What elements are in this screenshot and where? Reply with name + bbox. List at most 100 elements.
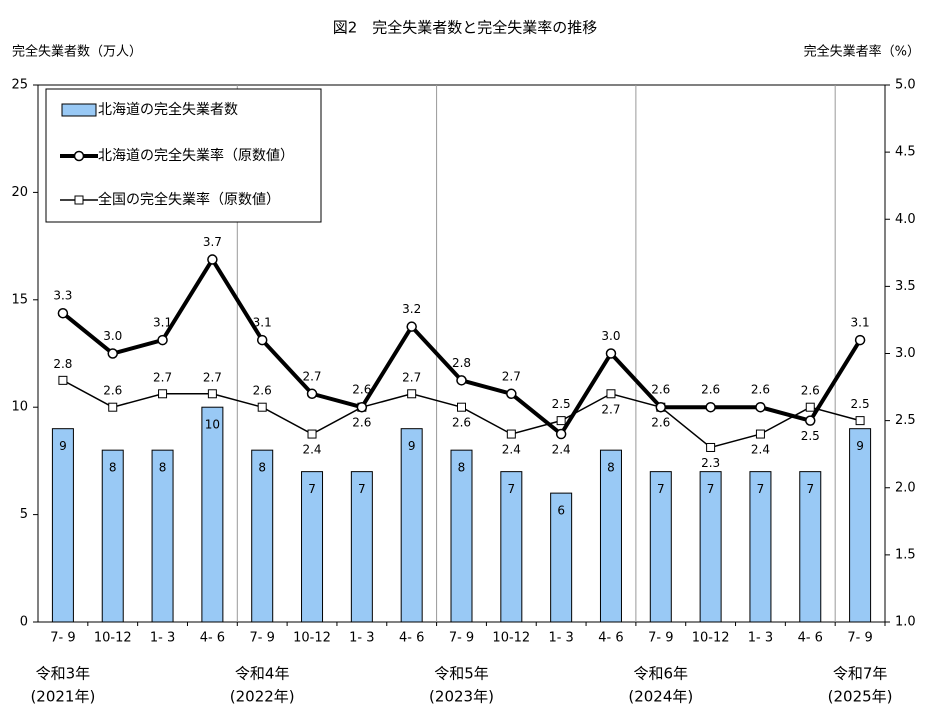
data-label: 2.6 — [352, 383, 371, 397]
bar — [749, 471, 772, 623]
marker — [855, 416, 865, 426]
marker — [108, 402, 118, 412]
legend-label: 北海道の完全失業者数 — [98, 101, 238, 118]
marker — [306, 388, 318, 400]
data-label: 3.1 — [851, 316, 870, 330]
data-label: 2.6 — [701, 383, 720, 397]
data-label: 2.6 — [751, 383, 770, 397]
year-label: (2025年) — [828, 688, 893, 706]
y-tick-label: 20 — [11, 185, 28, 200]
bar-value-label: 8 — [458, 461, 466, 475]
bar-value-label: 7 — [508, 482, 516, 496]
data-label: 2.3 — [701, 456, 720, 470]
x-tick-label: 7- 9 — [648, 631, 673, 646]
marker — [107, 348, 118, 359]
marker — [207, 389, 217, 399]
line — [62, 379, 861, 449]
bar — [400, 428, 423, 623]
marker — [256, 334, 268, 346]
data-label: 2.5 — [801, 429, 820, 443]
marker — [457, 402, 466, 412]
bar — [350, 471, 373, 623]
marker — [407, 389, 417, 399]
marker — [157, 334, 168, 346]
y2-tick-label: 3.0 — [895, 346, 916, 361]
x-tick-label: 1- 3 — [349, 631, 374, 646]
data-label: 2.6 — [253, 384, 272, 398]
marker — [805, 415, 816, 426]
bar — [799, 471, 822, 623]
marker — [307, 429, 317, 439]
data-label: 2.6 — [651, 416, 670, 430]
marker — [556, 416, 566, 426]
x-tick-label: 7- 9 — [50, 631, 75, 646]
x-tick-label: 1- 3 — [150, 631, 175, 646]
data-label: 2.6 — [103, 384, 122, 398]
marker — [605, 348, 617, 359]
year-label: (2021年) — [30, 688, 95, 706]
x-tick-label: 7- 9 — [847, 631, 872, 646]
bar — [151, 449, 174, 623]
bar — [101, 449, 124, 623]
era-label: 令和4年 — [235, 665, 290, 683]
data-label: 2.4 — [502, 443, 521, 457]
y2-tick-label: 4.0 — [895, 212, 916, 227]
y-tick-label: 0 — [20, 615, 28, 630]
data-label: 2.7 — [601, 402, 620, 416]
y2-tick-label: 5.0 — [895, 78, 916, 93]
x-tick-label: 10-12 — [293, 631, 331, 646]
legend-swatch — [74, 195, 84, 205]
bar-value-label: 10 — [205, 418, 220, 432]
data-label: 2.6 — [352, 416, 371, 430]
bar — [201, 406, 224, 623]
x-tick-label: 1- 3 — [548, 631, 573, 646]
bar-value-label: 8 — [159, 461, 167, 475]
x-tick-label: 4- 6 — [598, 631, 623, 646]
data-label: 2.5 — [851, 397, 870, 411]
bar — [699, 471, 722, 623]
x-tick-label: 1- 3 — [748, 631, 773, 646]
marker — [158, 389, 168, 399]
data-label: 2.6 — [801, 384, 820, 398]
bar-value-label: 9 — [408, 439, 416, 453]
legend-swatch — [73, 150, 85, 162]
marker — [406, 321, 417, 332]
marker — [356, 401, 368, 413]
marker — [655, 401, 667, 413]
data-label: 3.7 — [203, 235, 222, 249]
bar-value-label: 6 — [557, 504, 565, 518]
y2-tick-label: 2.5 — [895, 413, 916, 428]
bar — [550, 492, 573, 623]
data-label: 3.1 — [253, 316, 272, 330]
marker — [755, 401, 766, 413]
data-label: 3.0 — [103, 329, 122, 343]
marker — [555, 428, 567, 440]
x-tick-label: 10-12 — [492, 631, 530, 646]
bar-value-label: 7 — [308, 482, 316, 496]
y2-tick-label: 3.5 — [895, 279, 916, 294]
legend-label: 北海道の完全失業率（原数値） — [98, 147, 294, 164]
marker — [606, 389, 616, 399]
x-tick-label: 4- 6 — [399, 631, 424, 646]
x-tick-label: 7- 9 — [449, 631, 474, 646]
bar — [599, 449, 622, 623]
marker — [854, 334, 866, 346]
era-label: 令和7年 — [833, 665, 888, 683]
marker — [755, 429, 765, 439]
data-label: 2.7 — [502, 369, 521, 383]
year-label: (2023年) — [429, 688, 494, 706]
bar-value-label: 8 — [607, 461, 615, 475]
y2-tick-label: 1.5 — [895, 547, 916, 562]
year-label: (2024年) — [628, 688, 693, 706]
marker — [805, 402, 815, 412]
marker — [57, 307, 69, 319]
bar-value-label: 7 — [806, 482, 814, 496]
marker — [58, 375, 68, 385]
era-label: 令和5年 — [434, 665, 489, 683]
bar — [51, 428, 74, 623]
x-tick-label: 10-12 — [94, 631, 132, 646]
bar-value-label: 9 — [59, 439, 67, 453]
bar — [450, 449, 473, 623]
data-label: 2.6 — [452, 416, 471, 430]
